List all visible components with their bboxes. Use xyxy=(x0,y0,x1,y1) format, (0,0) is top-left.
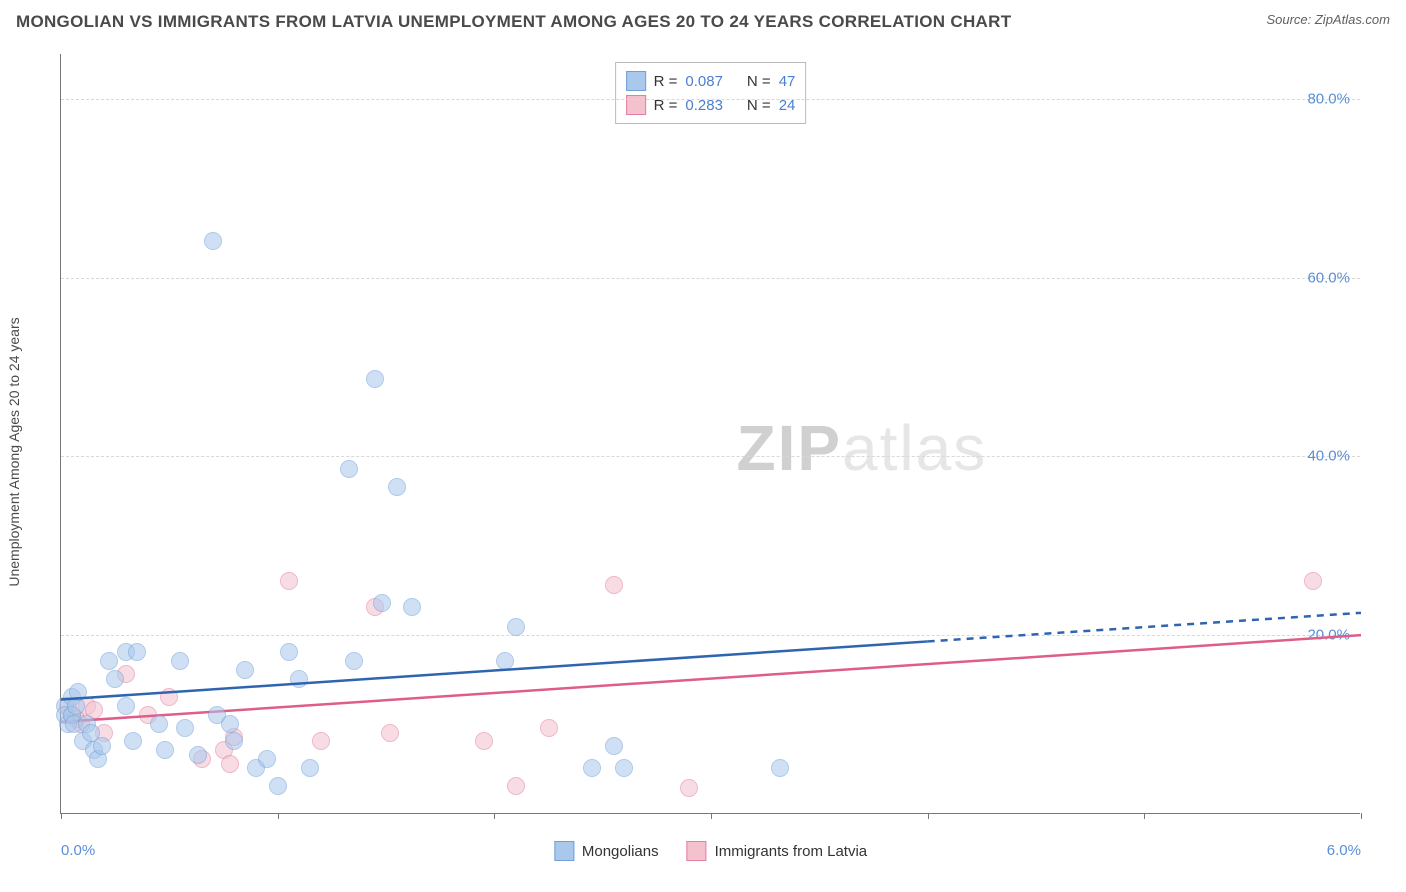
x-tick-label: 6.0% xyxy=(1327,842,1361,859)
chart-container: Unemployment Among Ages 20 to 24 years Z… xyxy=(52,54,1390,834)
swatch-icon xyxy=(554,841,574,861)
legend-series: Mongolians Immigrants from Latvia xyxy=(554,841,867,861)
x-tick xyxy=(1361,813,1362,819)
chart-title: MONGOLIAN VS IMMIGRANTS FROM LATVIA UNEM… xyxy=(16,12,1011,32)
legend-item: Immigrants from Latvia xyxy=(687,841,868,861)
header: MONGOLIAN VS IMMIGRANTS FROM LATVIA UNEM… xyxy=(0,0,1406,40)
y-axis-label: Unemployment Among Ages 20 to 24 years xyxy=(6,317,22,586)
swatch-icon xyxy=(687,841,707,861)
legend-label: Mongolians xyxy=(582,843,659,860)
trend-line xyxy=(61,54,1361,814)
source-label: Source: ZipAtlas.com xyxy=(1266,12,1390,27)
legend-item: Mongolians xyxy=(554,841,659,861)
source-prefix: Source: xyxy=(1266,12,1314,27)
plot-area: ZIPatlas R = 0.087 N = 47 R = 0.283 N = … xyxy=(60,54,1360,814)
x-tick-label: 0.0% xyxy=(61,842,95,859)
legend-label: Immigrants from Latvia xyxy=(715,843,868,860)
source-name: ZipAtlas.com xyxy=(1315,12,1390,27)
